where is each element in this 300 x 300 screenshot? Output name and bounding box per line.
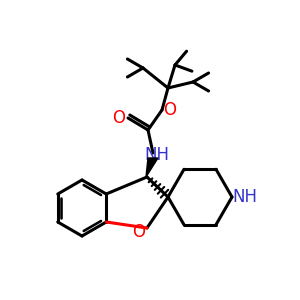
Polygon shape [146,158,158,177]
Text: O: O [133,223,146,241]
Text: NH: NH [145,146,169,164]
Text: NH: NH [232,188,257,206]
Text: O: O [112,109,125,127]
Text: O: O [164,101,176,119]
